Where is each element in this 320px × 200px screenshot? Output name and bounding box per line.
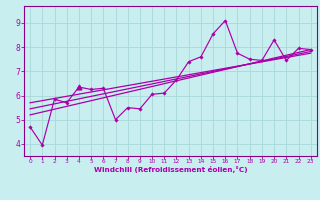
X-axis label: Windchill (Refroidissement éolien,°C): Windchill (Refroidissement éolien,°C) — [93, 166, 247, 173]
